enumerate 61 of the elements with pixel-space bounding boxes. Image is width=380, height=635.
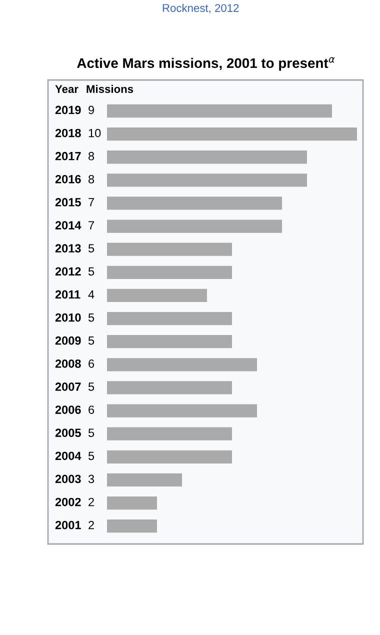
data-label: 6 [88, 359, 94, 368]
bar [107, 288, 207, 302]
data-label: 3 [88, 474, 94, 484]
bar [107, 127, 357, 141]
data-label: 5 [88, 267, 94, 276]
y-tick-label: 2019 [55, 106, 81, 114]
data-label: 9 [88, 106, 94, 114]
bar [107, 174, 307, 187]
bar [107, 358, 257, 372]
y-tick-label: 2015 [55, 198, 81, 206]
bar [107, 312, 232, 326]
data-label: 4 [88, 290, 94, 299]
y-tick-label: 2001 [55, 520, 81, 530]
data-label: 2 [88, 520, 94, 530]
y-tick-label: 2004 [55, 452, 82, 460]
data-label: 5 [88, 244, 94, 253]
text: Rocknest, 2012 [162, 4, 239, 14]
y-tick-label: 2008 [55, 359, 81, 368]
y-tick-label: 2012 [55, 267, 81, 276]
data-label: 6 [88, 406, 94, 414]
y-tick-label: 2016 [55, 174, 81, 184]
bar [107, 196, 282, 210]
data-label: 5 [88, 336, 94, 345]
data-label: 7 [88, 221, 94, 230]
y-tick-label: 2017 [55, 152, 81, 160]
y-tick-label: 2006 [55, 406, 81, 414]
data-label: 5 [88, 382, 94, 391]
bar [107, 335, 232, 348]
y-tick-label: 2014 [55, 221, 82, 230]
y-tick-label: 2013 [55, 244, 81, 253]
data-label: 8 [88, 152, 94, 160]
bar [107, 266, 232, 279]
y-tick-label: 2009 [55, 336, 81, 345]
bar [107, 242, 232, 256]
y-tick-label: 2002 [55, 498, 81, 506]
bar [107, 496, 157, 510]
bar [107, 473, 182, 487]
data-label: 5 [88, 313, 94, 322]
data-label: 5 [88, 428, 94, 438]
y-tick-label: 2018 [55, 128, 81, 138]
y-tick-label: 2010 [55, 313, 81, 322]
bar [107, 520, 157, 533]
bar [107, 404, 257, 418]
bar [107, 220, 282, 233]
bar [107, 150, 307, 164]
data-label: 5 [88, 452, 94, 460]
y-tick-label: 2005 [55, 428, 81, 438]
y-axis-title: Year [55, 85, 78, 93]
data-label: 7 [88, 198, 94, 206]
y-tick-label: 2007 [55, 382, 81, 391]
bar [107, 427, 232, 440]
bar [107, 381, 232, 394]
data-label: 2 [88, 498, 94, 506]
bar [107, 450, 232, 464]
data-label: 8 [88, 174, 94, 184]
y-tick-label: 2003 [55, 474, 81, 484]
chart-title: Active Mars missions, 2001 to present$^{α}$ [77, 57, 335, 71]
x-axis-title: Missions [86, 84, 134, 93]
bar [107, 104, 332, 118]
y-tick-label: 2011 [55, 290, 80, 299]
data-label: 10 [88, 128, 101, 138]
